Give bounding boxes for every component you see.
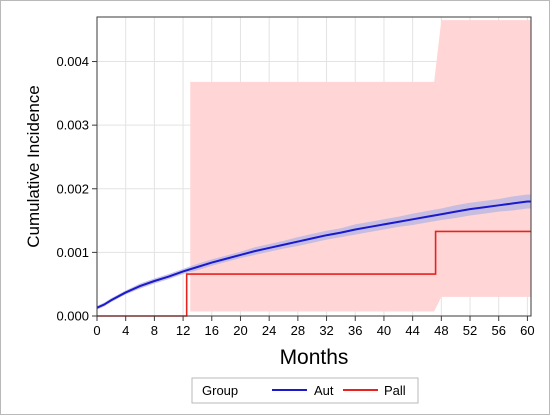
x-tick-label: 12 (176, 323, 190, 338)
axis-ticks: 0 4 8 12 16 20 24 28 32 36 40 44 48 52 56 600.0000.0010… (56, 54, 534, 338)
x-axis-title: Months (280, 346, 349, 369)
y-tick-label: 0.001 (56, 245, 89, 260)
x-tick-label: 24 (262, 323, 276, 338)
legend-label-pall: Pall (384, 383, 406, 398)
x-tick-label: 56 (491, 323, 505, 338)
y-tick-label: 0.004 (56, 54, 89, 69)
y-tick-label: 0.002 (56, 181, 89, 196)
legend: Group Aut Pall (191, 377, 419, 404)
legend-label-aut: Aut (314, 383, 334, 398)
x-tick-label: 48 (434, 323, 448, 338)
confidence-bands (97, 20, 531, 312)
x-tick-label: 44 (405, 323, 419, 338)
y-axis-title: Cumulative Incidence (24, 85, 43, 248)
plot-area-border (96, 16, 532, 317)
x-tick-label: 16 (205, 323, 219, 338)
x-tick-label: 32 (319, 323, 333, 338)
legend-title: Group (202, 383, 238, 398)
y-tick-label: 0.003 (56, 118, 89, 133)
x-tick-label: 40 (377, 323, 391, 338)
x-tick-label: 4 (122, 323, 129, 338)
x-tick-label: 20 (233, 323, 247, 338)
x-tick-label: 8 (151, 323, 158, 338)
aut-series-line (96, 200, 531, 309)
x-tick-label: 36 (348, 323, 362, 338)
y-tick-label: 0.000 (56, 309, 89, 324)
x-tick-label: 60 (520, 323, 534, 338)
x-tick-label: 28 (291, 323, 305, 338)
x-tick-label: 0 (93, 323, 100, 338)
pall-confidence-band (190, 20, 531, 312)
x-tick-label: 52 (463, 323, 477, 338)
